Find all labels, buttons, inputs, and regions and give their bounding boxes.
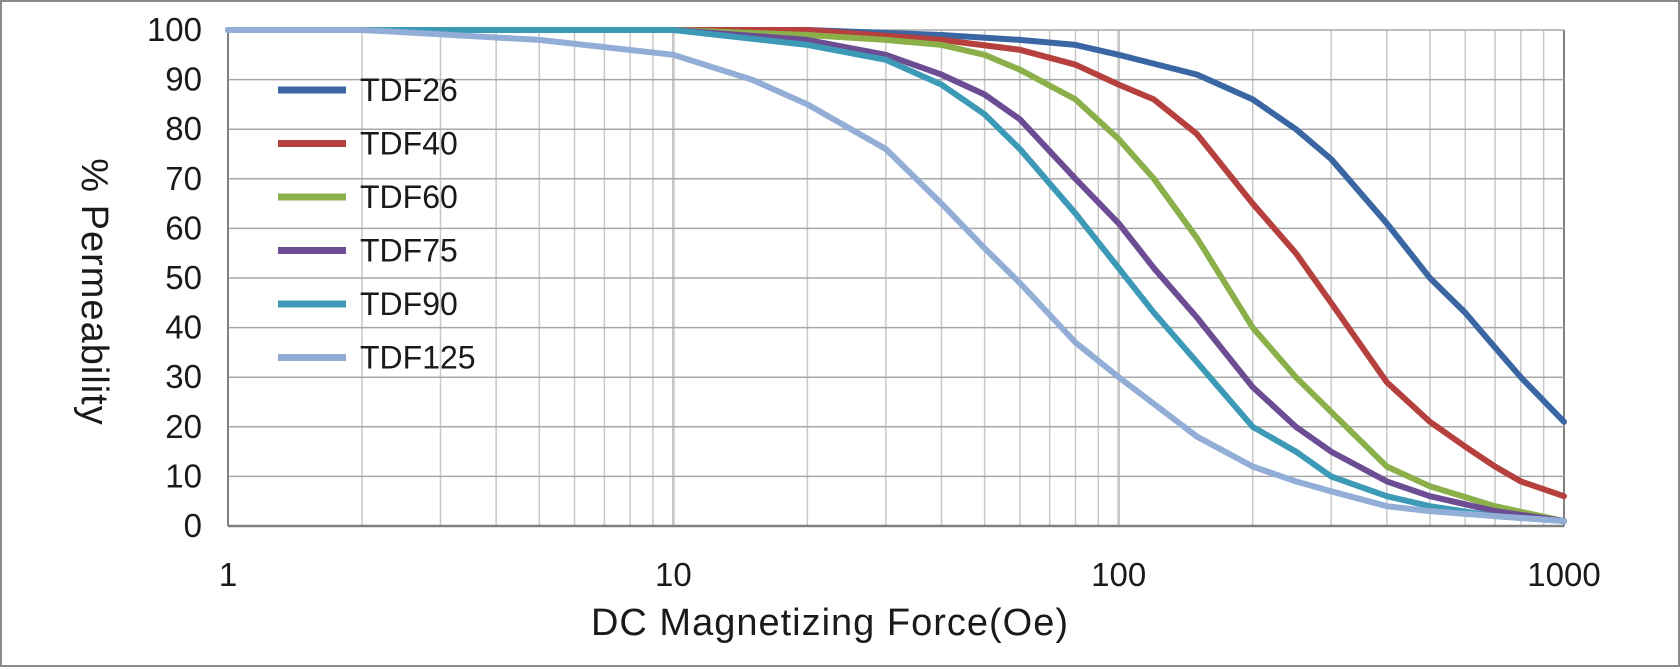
legend-label-tdf125: TDF125 (360, 340, 476, 376)
y-tick-label: 90 (165, 61, 202, 98)
x-axis-title: DC Magnetizing Force(Oe) (591, 602, 1069, 644)
y-tick-label: 40 (165, 309, 202, 346)
series-line-tdf75 (225, 27, 1567, 524)
series-lines (225, 27, 1567, 524)
y-tick-label: 70 (165, 160, 202, 197)
y-tick-label: 30 (165, 358, 202, 395)
x-tick-label: 10 (655, 556, 692, 593)
series-line-tdf26 (225, 27, 1567, 425)
legend: TDF26 TDF40 TDF60 TDF75 TDF90 TDF125 (278, 72, 476, 376)
grid (228, 29, 1565, 526)
y-tick-label: 10 (165, 457, 202, 494)
y-tick-label: 100 (147, 11, 202, 48)
legend-label-tdf40: TDF40 (360, 126, 458, 162)
legend-label-tdf90: TDF90 (360, 286, 458, 322)
x-tick-label: 1 (219, 556, 237, 593)
series-line-tdf60 (225, 27, 1567, 524)
y-tick-label: 50 (165, 259, 202, 296)
legend-label-tdf26: TDF26 (360, 72, 458, 108)
y-axis-title: % Permeability (73, 158, 115, 425)
series-line-tdf90 (225, 27, 1567, 524)
y-tick-label: 60 (165, 209, 202, 246)
legend-label-tdf60: TDF60 (360, 179, 458, 215)
x-tick-label: 1000 (1527, 556, 1600, 593)
axes (227, 30, 1564, 528)
y-tick-label: 80 (165, 110, 202, 147)
y-tick-label: 20 (165, 408, 202, 445)
y-tick-label: 0 (184, 507, 202, 544)
series-line-tdf40 (225, 27, 1567, 500)
legend-label-tdf75: TDF75 (360, 233, 458, 269)
x-tick-label: 100 (1091, 556, 1146, 593)
series-line-tdf125 (225, 27, 1567, 524)
